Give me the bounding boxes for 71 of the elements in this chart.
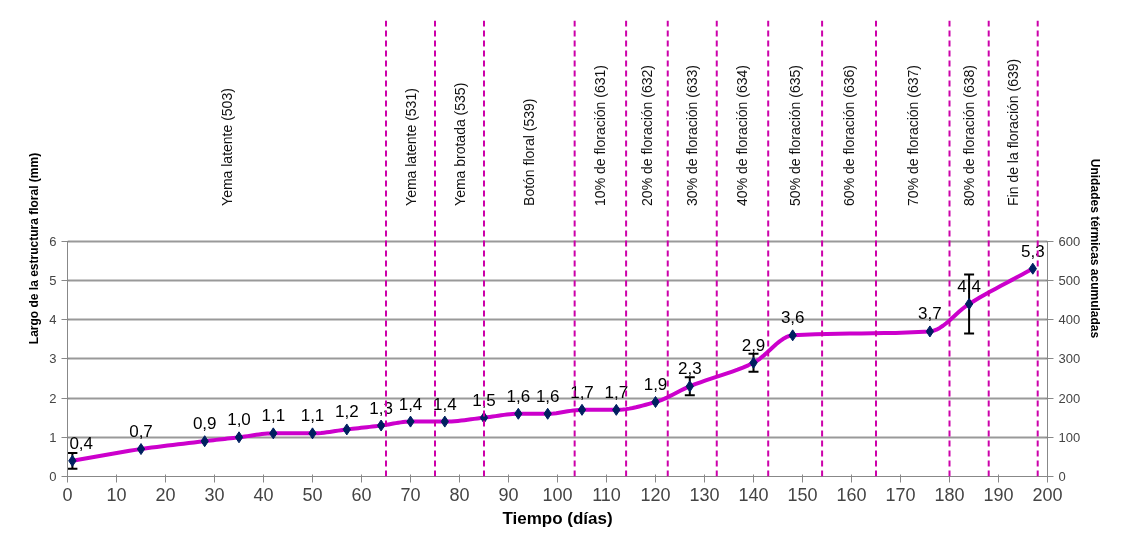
y-tick-label: 0 (49, 469, 57, 484)
x-tick-label: 50 (302, 484, 323, 505)
y2-tick-label: 600 (1058, 233, 1081, 249)
x-tick-label: 110 (592, 484, 621, 505)
text: 10% de floración (631) (592, 65, 609, 206)
data-label: 1,4 (398, 394, 423, 414)
data-label: 1,7 (604, 382, 629, 402)
y2-tick-label: 300 (1058, 351, 1081, 367)
data-label: 0,9 (192, 414, 217, 434)
y2-tick-label: 400 (1058, 312, 1081, 328)
x-tick-label: 30 (204, 484, 225, 505)
y2-tick-label: 200 (1058, 390, 1081, 406)
x-tick-label: 40 (253, 484, 274, 505)
x-tick-label: 100 (542, 484, 573, 505)
x-tick-label: 130 (689, 484, 720, 505)
data-label: 1,7 (570, 382, 594, 402)
text: 80% de floración (638) (961, 65, 978, 206)
x-tick-label: 140 (738, 484, 769, 505)
y-tick-label: 4 (49, 312, 57, 328)
text: 40% de floración (634) (734, 65, 751, 206)
x-tick-label: 70 (400, 484, 421, 505)
x-tick-label: 160 (836, 484, 867, 505)
data-label: 2,9 (741, 335, 766, 355)
data-label: 1,1 (300, 406, 325, 426)
data-label: 0,7 (129, 422, 153, 442)
text: 50% de floración (635) (787, 65, 804, 206)
x-tick-label: 190 (983, 484, 1014, 505)
x-tick-label: 200 (1032, 484, 1063, 505)
data-label: 3,6 (780, 308, 805, 328)
text: Fin de la floración (639) (1005, 58, 1022, 206)
x-tick-label: 60 (351, 484, 372, 505)
x-tick-label: 170 (885, 484, 916, 505)
y-tick-label: 2 (49, 390, 57, 406)
text: 70% de floración (637) (904, 65, 921, 206)
data-label: 1,9 (643, 375, 668, 394)
y-tick-label: 3 (49, 351, 57, 367)
y-axis-title: Largo de la estructura floral (mm) (27, 152, 42, 345)
y-tick-label: 1 (49, 429, 57, 445)
y-tick-label: 5 (49, 272, 57, 288)
data-label: 1,2 (334, 402, 359, 422)
data-label: 1,6 (535, 386, 560, 406)
y2-axis-title: Unidades térmicas acumuladas (1088, 158, 1103, 339)
data-label: 3,7 (918, 304, 942, 324)
x-axis-title: Tiempo (días) (502, 508, 613, 528)
x-tick-label: 20 (155, 484, 176, 505)
data-label: 1,6 (506, 386, 531, 406)
y2-tick-label: 0 (1058, 469, 1066, 484)
data-label: 1,1 (261, 406, 286, 426)
data-label: 1,0 (227, 410, 251, 430)
text: 30% de floración (633) (684, 65, 701, 206)
text: Botón floral (539) (521, 98, 538, 206)
data-label: 1,5 (472, 390, 496, 410)
x-tick-label: 80 (449, 484, 470, 505)
text: Yema brotada (535) (451, 82, 468, 206)
data-label: 0,4 (69, 433, 94, 453)
x-tick-label: 10 (106, 484, 127, 505)
x-tick-label: 0 (62, 484, 73, 505)
y2-tick-label: 500 (1058, 272, 1081, 288)
data-label: 2,3 (677, 359, 702, 379)
y-tick-label: 6 (49, 233, 57, 249)
text: 20% de floración (632) (638, 65, 655, 206)
text: Yema latente (531) (402, 88, 419, 206)
x-tick-label: 150 (787, 484, 818, 505)
data-label: 5,3 (1020, 241, 1045, 261)
text: 60% de floración (636) (841, 65, 858, 206)
y2-tick-label: 100 (1058, 429, 1081, 445)
data-label: 1,4 (432, 394, 457, 414)
x-tick-label: 90 (498, 484, 519, 505)
x-tick-label: 180 (934, 484, 965, 505)
x-tick-label: 120 (640, 484, 671, 505)
text: Yema latente (503) (218, 88, 235, 206)
